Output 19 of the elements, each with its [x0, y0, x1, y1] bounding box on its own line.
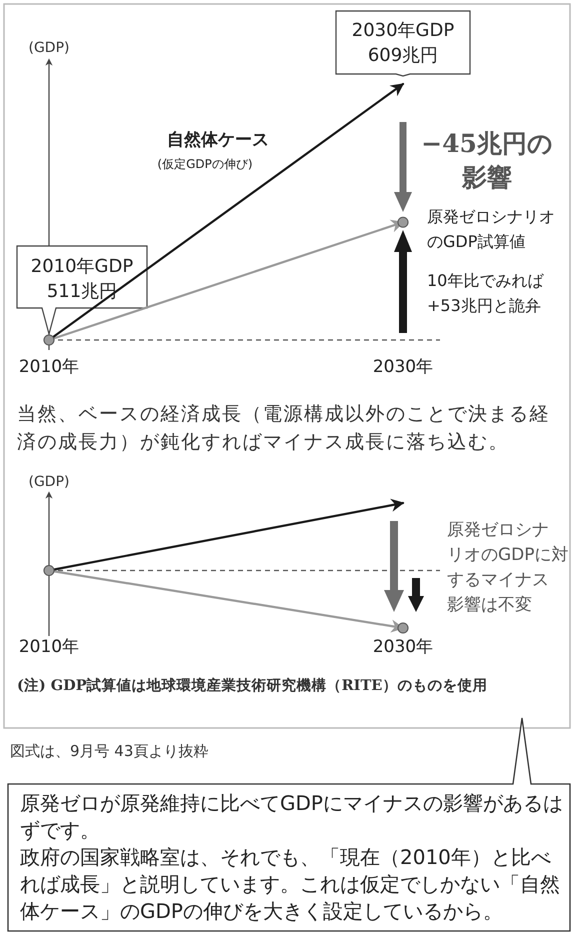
text: 政府の国家戦略室は、それでも、「現在（2010年）と比べれば成長」と説明しています。これは仮定でしかない「自然体ケース」のGDPの伸びを大きく設定しているから。 — [20, 845, 560, 923]
text: 図式は、9月号 43頁より抜粋 — [10, 742, 208, 760]
chart-title: 当然、ベースの経済成長（電源構成以外のことで決まる経済の成長力）が鈍化すればマイナス成長に落ち込む。 — [17, 403, 550, 453]
annotation: 原発ゼロシナリオのGDPに対するマイナス影響は不変 — [447, 520, 569, 615]
text: (注) GDP試算値は地球環境産業技術研究機構（RITE）のものを使用 — [17, 676, 488, 694]
annotation: 2010年GDP511兆円 — [30, 256, 134, 302]
annotation: (仮定GDPの伸び) — [157, 157, 253, 171]
x-tick-label: 2010年 — [18, 357, 80, 377]
series-label: 自然体ケース — [167, 130, 269, 150]
x-tick-label: 2030年 — [372, 637, 434, 657]
annotation: −45兆円の影響 — [421, 129, 553, 192]
x-tick-label: 2010年 — [18, 637, 80, 657]
text: 原発ゼロが原発維持に比べてGDPにマイナスの影響があるはずです。 — [20, 791, 563, 842]
series-label: 原発ゼロシナリオのGDP試算値 — [427, 207, 555, 251]
x-tick-label: 2030年 — [372, 357, 434, 377]
y-axis-title: (GDP) — [28, 474, 70, 490]
y-axis-title: (GDP) — [28, 40, 70, 56]
annotation: 10年比でみれば+53兆円と詭弁 — [427, 271, 544, 315]
annotation: 2030年GDP609兆円 — [352, 20, 454, 66]
